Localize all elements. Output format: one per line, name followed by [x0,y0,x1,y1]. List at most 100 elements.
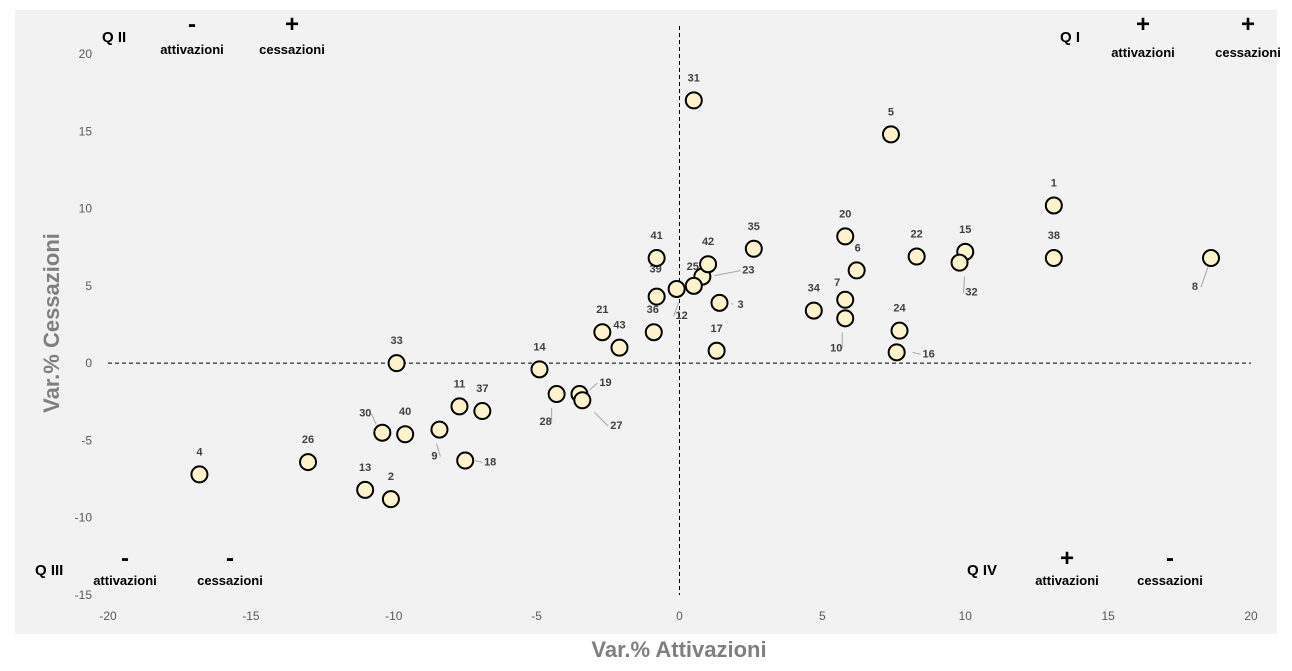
x-tick-label: 10 [959,609,973,623]
quadrant-title: Q IV [967,562,997,579]
point-label-35: 35 [748,221,760,233]
point-label-7: 7 [834,277,840,289]
x-tick-label: 0 [676,609,683,623]
data-point-38 [1044,249,1063,268]
data-point-35 [744,239,763,258]
point-label-18: 18 [484,457,496,469]
data-point-27 [573,391,592,410]
data-point-6 [847,261,866,280]
quadrant-sign-attivazioni: + [1136,11,1150,38]
point-label-34: 34 [808,283,821,295]
point-label-9: 9 [431,451,437,463]
quadrant-annotation: Q III -attivazioni-cessazioni [35,545,263,588]
point-label-22: 22 [911,228,923,240]
leader-line-23 [714,270,741,277]
point-label-10: 10 [830,342,842,354]
data-point-22 [907,247,926,266]
data-point-28 [547,385,566,404]
point-label-19: 19 [599,377,611,389]
quadrant-label-attivazioni: attivazioni [1035,573,1099,588]
y-tick-label: -10 [75,511,93,525]
data-point-7 [836,290,855,309]
x-tick-label: -5 [531,609,542,623]
y-tick-label: -5 [81,433,92,447]
leader-line-18 [475,460,483,464]
y-tick-label: 15 [79,124,93,138]
y-tick-label: 10 [79,202,93,216]
x-tick-label: -15 [242,609,260,623]
data-point-13 [356,480,375,499]
point-label-6: 6 [855,242,861,254]
quadrant-sign-cessazioni: + [285,11,299,38]
data-point-3 [710,293,729,312]
quadrant-annotation: Q IV +attivazioni -cessazioni [967,545,1203,588]
x-tick-label: 5 [819,609,826,623]
point-label-30: 30 [359,408,371,420]
quadrant-label-cessazioni: cessazioni [259,42,325,57]
data-point-11 [450,397,469,416]
quadrant-label-cessazioni: cessazioni [1215,45,1281,60]
quadrant-label-cessazioni: cessazioni [1137,573,1203,588]
point-label-43: 43 [613,320,625,332]
data-point-12 [667,279,686,298]
point-label-14: 14 [533,341,546,353]
point-label-1: 1 [1051,177,1057,189]
y-tick-label: 20 [79,47,93,61]
point-label-21: 21 [596,304,608,316]
data-point-5 [881,125,900,144]
point-label-24: 24 [893,303,906,315]
point-label-5: 5 [888,106,894,118]
point-label-13: 13 [359,462,371,474]
quadrant-title: Q III [35,562,63,579]
x-tick-label: -20 [99,609,117,623]
data-point-25 [684,276,703,295]
y-axis-title: Var.% Cessazioni [39,233,64,413]
point-label-42: 42 [702,236,714,248]
quadrant-title: Q II [102,29,126,46]
data-point-2 [381,490,400,509]
data-point-40 [396,425,415,444]
data-point-21 [593,323,612,342]
x-tick-label: -10 [385,609,403,623]
data-point-20 [836,227,855,246]
data-point-43 [610,338,629,357]
point-label-16: 16 [923,348,935,360]
quadrant-label-cessazioni: cessazioni [197,573,263,588]
x-axis-title: Var.% Attivazioni [591,637,766,662]
data-point-18 [456,451,475,470]
point-label-12: 12 [676,310,688,322]
point-label-2: 2 [388,471,394,483]
point-label-4: 4 [196,446,203,458]
point-label-17: 17 [711,323,723,335]
point-label-27: 27 [610,420,622,432]
data-point-32 [950,253,969,272]
point-label-11: 11 [454,378,466,390]
data-point-26 [299,453,318,472]
data-point-17 [707,341,726,360]
leader-line-12 [673,302,680,317]
quadrant-sign-cessazioni: - [1166,545,1174,572]
point-label-37: 37 [476,383,488,395]
quadrant-sign-attivazioni: + [1060,545,1074,572]
data-point-36 [644,323,663,342]
plot-area [15,10,1277,634]
point-label-38: 38 [1048,230,1060,242]
quadrant-label-attivazioni: attivazioni [93,573,157,588]
data-point-33 [387,354,406,373]
point-label-41: 41 [651,230,663,242]
leader-line-32 [963,276,966,293]
data-point-10 [836,309,855,328]
point-label-8: 8 [1192,281,1198,293]
data-point-16 [887,343,906,362]
y-tick-label: 0 [85,356,92,370]
point-label-36: 36 [647,304,659,316]
point-label-40: 40 [399,406,411,418]
point-label-15: 15 [959,224,971,236]
data-point-42 [699,255,718,274]
leader-line-3 [731,302,733,306]
leader-line-30 [370,413,377,425]
data-point-31 [684,91,703,110]
data-point-9 [430,420,449,439]
